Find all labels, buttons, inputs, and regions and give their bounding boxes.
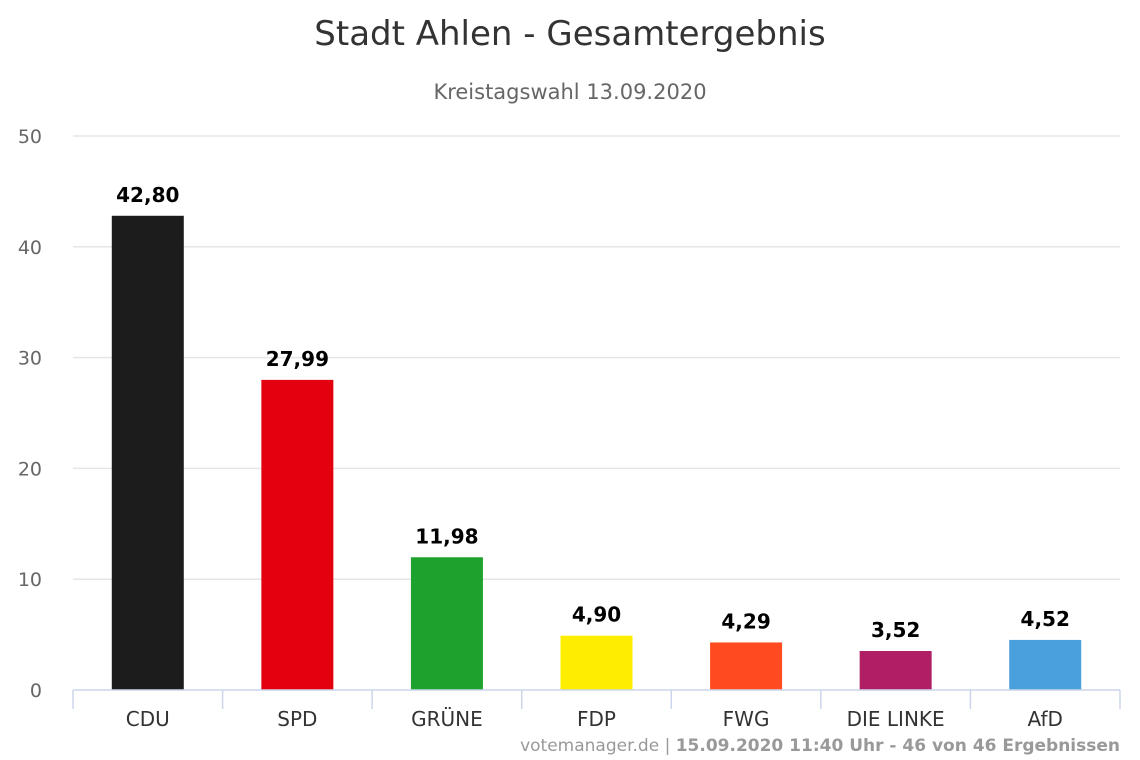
y-tick-label: 20 xyxy=(18,458,42,480)
bar-fdp[interactable] xyxy=(560,635,633,690)
credits-source[interactable]: votemanager.de xyxy=(520,736,659,756)
bar-fwg[interactable] xyxy=(710,642,783,690)
data-label: 11,98 xyxy=(415,524,478,548)
credits-separator: | xyxy=(659,736,676,756)
bars: 42,80 27,99 11,98 4,90 4,29 3,52 4,52 xyxy=(111,183,1082,690)
y-tick-label: 0 xyxy=(30,680,42,702)
bar-die-linke[interactable] xyxy=(859,650,932,690)
credits[interactable]: votemanager.de | 15.09.2020 11:40 Uhr - … xyxy=(520,736,1120,756)
x-tick-label: FWG xyxy=(723,707,770,731)
bar-afd[interactable] xyxy=(1009,639,1082,690)
y-tick-label: 40 xyxy=(18,237,42,259)
data-label: 27,99 xyxy=(266,347,329,371)
x-tick-label: FDP xyxy=(577,707,616,731)
x-tick-label: DIE LINKE xyxy=(847,707,945,731)
x-axis: CDU SPD GRÜNE FDP FWG DIE LINKE AfD xyxy=(72,689,1121,731)
x-tick-label: GRÜNE xyxy=(411,707,483,731)
y-tick-label: 10 xyxy=(18,569,42,591)
data-label: 42,80 xyxy=(116,183,179,207)
y-tick-label: 50 xyxy=(18,126,42,148)
x-tick-label: CDU xyxy=(126,707,170,731)
grid: 0 10 20 30 40 50 xyxy=(18,126,1120,702)
y-tick-label: 30 xyxy=(18,348,42,370)
credits-detail: 15.09.2020 11:40 Uhr - 46 von 46 Ergebni… xyxy=(676,736,1120,756)
x-tick-label: AfD xyxy=(1028,707,1063,731)
data-label: 4,29 xyxy=(721,609,770,633)
data-label: 4,90 xyxy=(572,603,621,627)
chart-subtitle: Kreistagswahl 13.09.2020 xyxy=(433,80,706,104)
data-label: 4,52 xyxy=(1021,607,1070,631)
x-tick-label: SPD xyxy=(277,707,317,731)
bar-spd[interactable] xyxy=(261,379,334,690)
bar-gr-ne[interactable] xyxy=(410,557,483,690)
chart-title: Stadt Ahlen - Gesamtergebnis xyxy=(314,14,825,54)
data-label: 3,52 xyxy=(871,618,920,642)
bar-cdu[interactable] xyxy=(111,215,184,690)
